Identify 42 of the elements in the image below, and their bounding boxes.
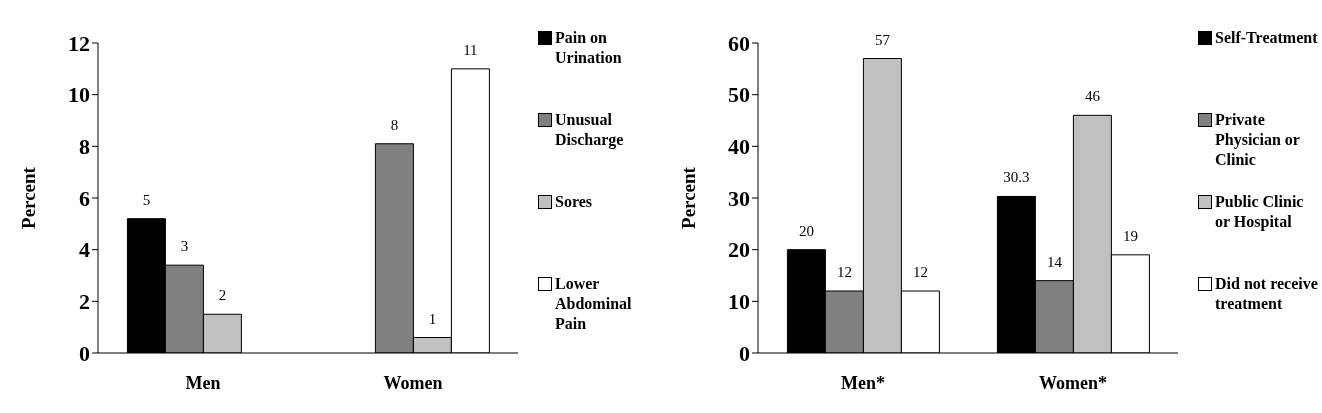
data-label: 20 <box>798 222 814 239</box>
data-label: 57 <box>874 31 891 48</box>
y-tick-label: 10 <box>68 82 90 108</box>
y-tick-label: 2 <box>79 289 90 315</box>
y-tick-label: 20 <box>728 237 750 263</box>
data-label: 46 <box>1084 88 1101 105</box>
y-tick-label: 0 <box>739 340 750 366</box>
y-tick-label: 60 <box>728 30 750 56</box>
data-label: 12 <box>912 264 928 280</box>
data-label: 5 <box>142 191 151 208</box>
y-tick-label: 10 <box>728 289 750 315</box>
y-tick-label: 50 <box>728 82 750 108</box>
x-tick-label: Women* <box>1038 372 1108 393</box>
x-tick-label: Men <box>185 372 221 393</box>
y-tick-label: 6 <box>79 185 90 211</box>
y-tick-label: 4 <box>79 237 90 263</box>
legend-label: Unusual Discharge <box>555 110 625 150</box>
y-tick-label: 8 <box>79 134 90 160</box>
y-axis-title: Percent <box>17 166 39 229</box>
data-label: 1 <box>428 310 437 327</box>
data-label: 11 <box>463 41 478 58</box>
data-label: 8 <box>390 116 399 133</box>
y-axis-title: Percent <box>677 166 699 229</box>
data-label: 3 <box>180 238 189 255</box>
y-tick-label: 40 <box>728 134 750 160</box>
legend-label: Self-Treatment <box>1215 28 1318 48</box>
legend-label: Lower Abdominal Pain <box>555 274 633 334</box>
legend-label: Sores <box>555 192 593 212</box>
legend-label: Pain on Urination <box>555 28 623 68</box>
legend-label: Private Physician or Clinic <box>1215 110 1301 170</box>
data-label: 30.3 <box>1003 169 1030 186</box>
y-tick-label: 0 <box>79 340 90 366</box>
y-tick-label: 12 <box>68 30 90 56</box>
data-label: 2 <box>218 287 227 304</box>
y-tick-label: 30 <box>728 185 750 211</box>
data-label: 14 <box>1046 253 1063 270</box>
legend-label: Did not receive treatment <box>1215 274 1318 314</box>
legend-label: Public Clinic or Hospital <box>1215 192 1305 232</box>
data-label: 12 <box>836 264 852 280</box>
x-tick-label: Men* <box>841 372 885 393</box>
x-tick-label: Women <box>383 372 443 393</box>
data-label: 19 <box>1122 227 1138 244</box>
